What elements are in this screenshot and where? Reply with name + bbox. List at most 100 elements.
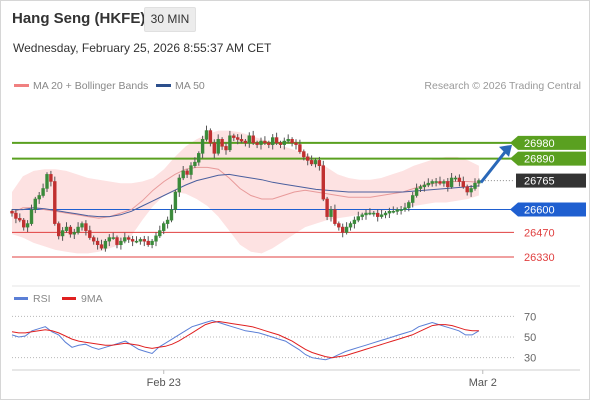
candle bbox=[379, 209, 384, 219]
candle-body bbox=[438, 181, 442, 184]
candle-body bbox=[442, 181, 446, 184]
candle-body bbox=[243, 140, 248, 144]
candle bbox=[142, 235, 146, 247]
candle bbox=[33, 196, 38, 214]
candle bbox=[294, 139, 298, 150]
candle bbox=[95, 237, 100, 250]
candle bbox=[224, 142, 228, 155]
candle bbox=[426, 178, 430, 188]
candle bbox=[383, 211, 388, 219]
candle bbox=[344, 222, 349, 235]
candle bbox=[119, 237, 123, 250]
candle bbox=[247, 132, 251, 148]
candle bbox=[422, 181, 427, 192]
candle bbox=[92, 235, 96, 245]
candle-body bbox=[309, 160, 314, 165]
candle-body bbox=[18, 218, 22, 221]
candle bbox=[127, 235, 131, 243]
candle-body bbox=[228, 135, 232, 151]
candle-body bbox=[25, 223, 30, 228]
candle-body bbox=[403, 207, 407, 210]
candle-body bbox=[255, 142, 259, 145]
candle bbox=[243, 139, 248, 147]
candle-body bbox=[111, 237, 115, 239]
candle-body bbox=[220, 139, 224, 147]
candle bbox=[220, 137, 224, 150]
candle-body bbox=[173, 191, 178, 210]
candle bbox=[37, 192, 41, 204]
candle bbox=[134, 236, 139, 244]
candle-body bbox=[72, 232, 76, 235]
candle-body bbox=[399, 209, 403, 211]
candle-body bbox=[282, 140, 286, 145]
candle bbox=[107, 234, 112, 247]
level-label-26980: 26980 bbox=[524, 138, 555, 150]
level-box-26890 bbox=[510, 151, 586, 166]
candle bbox=[150, 239, 154, 249]
candle-body bbox=[204, 130, 209, 140]
candle bbox=[368, 208, 372, 216]
candle bbox=[442, 179, 446, 187]
rsi-9ma-line bbox=[11, 320, 479, 359]
candle bbox=[364, 209, 368, 220]
x-axis-layer: Feb 23 Mar 2 bbox=[147, 370, 497, 389]
candle-body bbox=[92, 237, 96, 242]
candle-body bbox=[457, 177, 462, 182]
candle bbox=[356, 211, 360, 223]
candle bbox=[189, 162, 193, 180]
candle-body bbox=[321, 165, 325, 200]
candle-body bbox=[177, 177, 181, 193]
candle bbox=[278, 140, 283, 149]
candle-body bbox=[247, 135, 251, 144]
candle bbox=[29, 204, 34, 226]
candle bbox=[340, 223, 345, 238]
candles-layer bbox=[10, 125, 481, 252]
candle-body bbox=[216, 139, 220, 154]
candle bbox=[68, 225, 73, 238]
candle-body bbox=[130, 239, 135, 242]
candle bbox=[177, 174, 181, 197]
candle-body bbox=[263, 140, 267, 144]
rsi-pane-layer: 70 50 30 bbox=[11, 311, 536, 365]
candle-body bbox=[348, 223, 353, 228]
candle bbox=[407, 200, 411, 212]
candle-body bbox=[185, 170, 189, 175]
candle bbox=[399, 206, 403, 215]
candle bbox=[325, 196, 329, 221]
candle bbox=[185, 168, 189, 178]
timeframe-badge[interactable]: 30 MIN bbox=[144, 7, 196, 32]
candle-body bbox=[99, 244, 104, 249]
candle bbox=[80, 221, 84, 231]
candle-body bbox=[274, 137, 279, 144]
candle-body bbox=[302, 151, 306, 158]
candle-body bbox=[337, 223, 341, 228]
candle-body bbox=[45, 174, 49, 189]
candle bbox=[138, 237, 143, 245]
candle-body bbox=[146, 240, 150, 245]
candle bbox=[204, 125, 209, 142]
candle-body bbox=[56, 223, 61, 237]
candle bbox=[387, 207, 392, 218]
candle bbox=[360, 212, 364, 221]
candle-body bbox=[53, 181, 57, 224]
candle-body bbox=[68, 226, 73, 235]
candle bbox=[53, 176, 57, 226]
candle-body bbox=[84, 223, 88, 231]
candle-body bbox=[426, 182, 430, 186]
candle bbox=[146, 236, 150, 247]
forecast-arrow-head bbox=[499, 144, 512, 157]
candle bbox=[457, 174, 462, 187]
candle-body bbox=[49, 174, 53, 182]
candle-body bbox=[127, 237, 131, 240]
copyright-text: Research © 2026 Trading Central bbox=[424, 80, 581, 92]
candle bbox=[216, 134, 220, 156]
candle bbox=[251, 130, 255, 145]
candle-body bbox=[379, 214, 384, 217]
candle-body bbox=[232, 135, 236, 138]
candle bbox=[255, 140, 259, 149]
candle bbox=[18, 213, 22, 223]
forecast-arrow-shaft bbox=[479, 149, 508, 184]
candle bbox=[410, 192, 415, 208]
legend-swatch-bollinger bbox=[14, 83, 29, 87]
